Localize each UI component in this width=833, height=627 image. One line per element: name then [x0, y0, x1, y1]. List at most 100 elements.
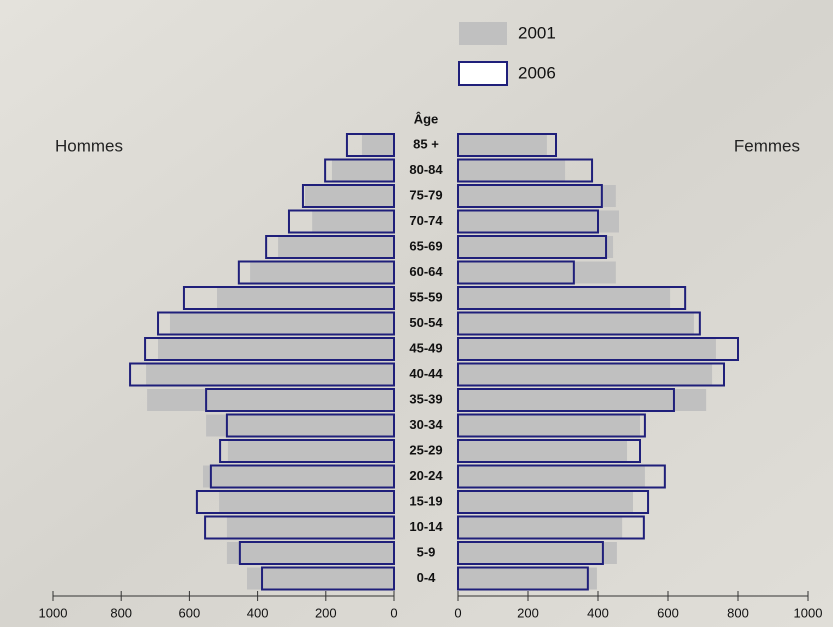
bar [278, 236, 394, 258]
age-label: 40-44 [409, 366, 443, 381]
bar [147, 389, 394, 411]
bar [195, 490, 395, 514]
bar [144, 337, 395, 361]
bar [345, 133, 395, 157]
bar [265, 235, 395, 259]
bar [458, 516, 623, 539]
x-tick-label: 1000 [794, 605, 823, 620]
bar [457, 337, 739, 361]
bar [457, 133, 557, 157]
bar [247, 567, 394, 590]
bar [458, 134, 547, 156]
legend-label: 2001 [518, 23, 556, 42]
bar [301, 184, 395, 208]
x-tick-label: 600 [657, 605, 679, 620]
bar [457, 464, 666, 489]
bar [458, 389, 707, 411]
bar [219, 439, 395, 463]
bar [146, 363, 394, 386]
bar [457, 490, 650, 514]
age-label: 55-59 [409, 289, 442, 304]
bar [457, 388, 675, 412]
age-label: 50-54 [409, 315, 443, 330]
bar [287, 209, 395, 234]
bar [458, 363, 713, 386]
bar [457, 235, 608, 259]
right-label: Femmes [734, 136, 800, 155]
bar [457, 362, 725, 387]
age-label: 30-34 [409, 417, 443, 432]
bar [458, 312, 694, 335]
bar [226, 542, 394, 564]
bar [226, 516, 394, 539]
bar [457, 260, 575, 285]
bar [250, 261, 394, 284]
bar [458, 159, 566, 182]
bar [209, 464, 395, 489]
bar [182, 286, 395, 310]
bar [458, 465, 645, 488]
bar [227, 440, 394, 462]
x-tick-label: 0 [390, 605, 397, 620]
bar [457, 439, 641, 463]
bar [157, 311, 395, 336]
x-tick-label: 600 [179, 605, 201, 620]
x-tick-label: 1000 [39, 605, 68, 620]
bar [205, 388, 395, 412]
bar [304, 185, 394, 207]
x-tick-label: 800 [727, 605, 749, 620]
age-label: 25-29 [409, 442, 442, 457]
bar [458, 236, 614, 258]
age-label: 70-74 [409, 213, 443, 228]
age-label: 20-24 [409, 468, 443, 483]
bar [457, 286, 687, 310]
x-tick-label: 400 [587, 605, 609, 620]
bar [458, 287, 671, 309]
x-tick-label: 0 [454, 605, 461, 620]
bar [458, 185, 616, 207]
age-label: 45-49 [409, 340, 442, 355]
bar [458, 491, 633, 513]
bar [331, 159, 394, 182]
age-label: 0-4 [417, 570, 437, 585]
age-label: 35-39 [409, 391, 442, 406]
bar [458, 567, 597, 590]
bar [324, 158, 396, 183]
bar [206, 414, 394, 437]
age-label: 80-84 [409, 162, 443, 177]
bar [458, 338, 716, 360]
bar [458, 261, 616, 284]
bar [457, 311, 701, 336]
bar [457, 209, 599, 234]
bar [457, 541, 604, 565]
x-tick-label: 200 [315, 605, 337, 620]
legend-swatch [459, 22, 507, 45]
age-label: 60-64 [409, 264, 443, 279]
bar [219, 491, 394, 513]
x-tick-label: 200 [517, 605, 539, 620]
bar [238, 541, 395, 565]
bar [129, 362, 395, 387]
x-tick-label: 800 [110, 605, 132, 620]
age-label: 85 + [413, 136, 439, 151]
bar [361, 134, 394, 156]
bar [261, 566, 395, 591]
left-label: Hommes [55, 136, 123, 155]
bar [312, 210, 394, 233]
legend-label: 2006 [518, 63, 556, 82]
bar [458, 542, 617, 564]
bar [457, 515, 645, 540]
bar [203, 465, 394, 488]
bar [457, 184, 603, 208]
bar [458, 414, 640, 437]
x-tick-label: 400 [247, 605, 269, 620]
bar [204, 515, 395, 540]
age-label: 75-79 [409, 187, 442, 202]
bar [458, 440, 628, 462]
age-label: 15-19 [409, 493, 442, 508]
bar [158, 338, 394, 360]
bar [457, 158, 594, 183]
bar [217, 287, 394, 309]
bar [237, 260, 395, 285]
